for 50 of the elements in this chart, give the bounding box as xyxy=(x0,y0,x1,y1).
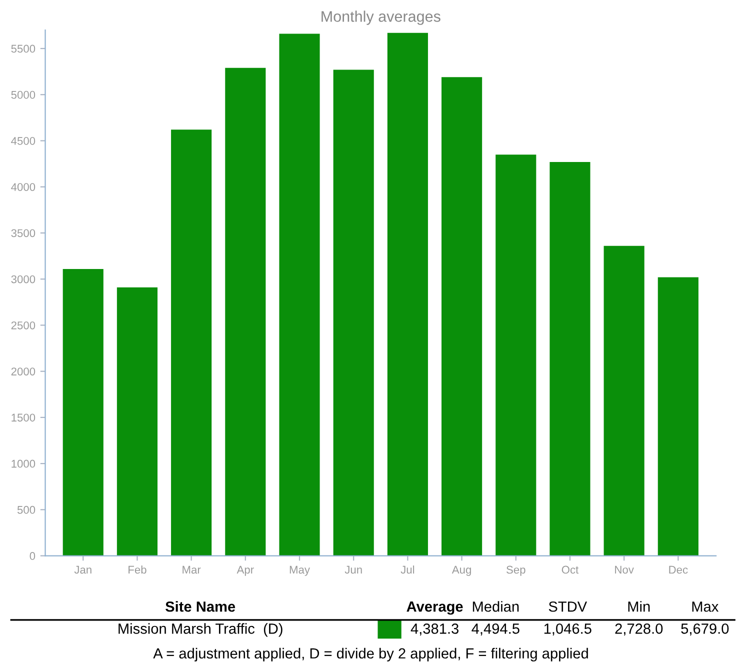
bar xyxy=(279,34,320,556)
x-tick-label: Jun xyxy=(344,566,362,574)
x-tick-label: Jan xyxy=(74,566,92,574)
bar xyxy=(116,287,158,556)
bar xyxy=(333,70,374,556)
y-tick-label: 3500 xyxy=(11,229,36,238)
y-tick-label: 1500 xyxy=(12,414,36,422)
x-tick-label: Nov xyxy=(615,566,634,574)
y-tick-label: 5000 xyxy=(11,90,36,99)
text: 1,046.5 xyxy=(544,624,592,636)
text: Mission Marsh Traffic (D) xyxy=(118,623,282,637)
x-tick-label: Aug xyxy=(452,566,471,576)
y-tick-label: 3000 xyxy=(11,275,36,284)
text: A = adjustment applied, D = divide by 2 applied, F = filtering applied xyxy=(153,648,588,662)
x-tick-label: Apr xyxy=(236,566,254,576)
y-tick-label: 2500 xyxy=(11,321,36,330)
y-tick-label: 500 xyxy=(17,506,36,514)
text: Median xyxy=(472,601,519,612)
bar xyxy=(171,130,212,556)
bar xyxy=(496,154,536,556)
bar xyxy=(442,77,482,556)
y-tick-label: 4500 xyxy=(11,137,36,145)
x-tick-label: Dec xyxy=(669,566,688,574)
x-tick-label: Sep xyxy=(506,566,526,576)
y-tick-label: 0 xyxy=(30,552,36,560)
y-tick-label: 2000 xyxy=(11,368,36,376)
x-tick-label: Jul xyxy=(400,566,414,574)
text: Site Name xyxy=(166,601,236,612)
bar xyxy=(62,268,104,556)
chart-title: Monthly averages xyxy=(322,10,440,25)
text: 4,494.5 xyxy=(472,624,520,636)
text: STDV xyxy=(548,601,588,612)
y-tick-label: 1000 xyxy=(12,460,36,468)
y-tick-label: 4000 xyxy=(11,183,36,191)
bar xyxy=(658,277,698,556)
text: 2,728.0 xyxy=(615,624,663,636)
text: Average xyxy=(406,602,463,615)
bar xyxy=(387,32,428,556)
bar xyxy=(550,162,590,556)
x-tick-label: Feb xyxy=(128,566,146,574)
text: 5,679.0 xyxy=(681,624,729,636)
y-tick-label: 5500 xyxy=(11,44,36,53)
x-tick-label: Oct xyxy=(562,566,579,574)
x-tick-label: May xyxy=(290,566,310,576)
bar xyxy=(604,246,644,556)
text: Max xyxy=(692,602,719,612)
text: Min xyxy=(628,601,650,612)
text: 4,381.3 xyxy=(410,624,458,636)
x-tick-label: Mar xyxy=(182,566,201,574)
bar xyxy=(225,68,266,556)
